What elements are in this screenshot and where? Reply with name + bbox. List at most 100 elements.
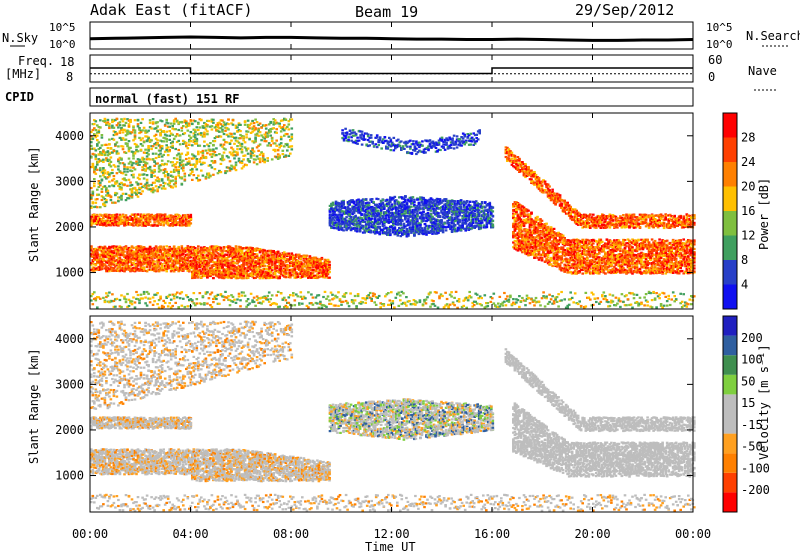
power-cell xyxy=(105,201,108,204)
power-cell xyxy=(189,140,193,143)
power-cell xyxy=(156,162,159,165)
power-cell xyxy=(123,268,126,271)
power-cell xyxy=(191,246,194,249)
power-cell xyxy=(169,170,173,173)
power-cell xyxy=(255,132,259,135)
power-cell xyxy=(96,163,99,166)
power-cell xyxy=(200,265,203,268)
power-cell xyxy=(126,255,129,258)
power-cell xyxy=(142,258,146,262)
power-cell xyxy=(182,164,185,167)
power-cell xyxy=(194,249,197,252)
power-cell xyxy=(183,266,187,269)
power-cell xyxy=(216,123,220,126)
power-cell xyxy=(192,254,196,257)
power-cell xyxy=(286,149,289,152)
power-cell xyxy=(120,261,123,264)
power-cell xyxy=(269,121,272,124)
power-cell xyxy=(159,149,162,152)
power-cell xyxy=(136,195,140,198)
power-cell xyxy=(123,163,126,166)
power-cell xyxy=(153,221,156,224)
power-cell xyxy=(270,266,274,269)
power-cell xyxy=(207,251,211,254)
power-cell xyxy=(243,154,247,157)
power-cell xyxy=(135,189,138,192)
power-cell xyxy=(141,266,144,269)
power-cell xyxy=(203,274,206,277)
power-cell xyxy=(169,266,173,269)
power-cell xyxy=(127,150,131,153)
power-cell xyxy=(254,139,257,142)
power-cell xyxy=(174,254,177,257)
power-cell xyxy=(348,214,351,217)
power-cell xyxy=(112,255,116,258)
power-cell xyxy=(112,185,116,188)
power-cell xyxy=(123,170,126,173)
freq-unit-label: [MHz] xyxy=(5,67,41,81)
power-cell xyxy=(102,167,105,170)
power-cell xyxy=(203,145,206,148)
power-cell xyxy=(345,216,348,219)
power-cell xyxy=(136,145,140,148)
power-cell xyxy=(117,248,120,251)
power-cell xyxy=(133,259,137,262)
power-cell xyxy=(148,245,152,249)
power-cell xyxy=(172,264,176,267)
power-cell xyxy=(156,249,159,252)
power-cell xyxy=(115,172,119,175)
power-cell xyxy=(91,269,95,272)
power-cell xyxy=(115,249,119,252)
power-cell xyxy=(105,247,108,250)
power-cell xyxy=(189,263,193,266)
power-cell xyxy=(99,248,102,251)
power-cell xyxy=(258,159,262,162)
power-cell xyxy=(180,245,184,248)
power-cell xyxy=(118,247,122,250)
power-cell xyxy=(151,121,155,124)
power-cell xyxy=(191,168,194,171)
power-cell xyxy=(133,269,137,272)
power-cell xyxy=(209,246,212,250)
power-cell xyxy=(129,166,132,169)
power-cell xyxy=(93,251,96,254)
power-cell xyxy=(227,259,230,262)
power-cell xyxy=(191,122,194,126)
power-cell xyxy=(96,267,99,270)
power-cell xyxy=(201,256,205,259)
power-cell xyxy=(124,138,128,141)
power-cell xyxy=(215,254,218,257)
power-cell xyxy=(127,253,131,256)
power-cell xyxy=(108,158,111,161)
power-cell xyxy=(160,263,164,266)
power-cell xyxy=(154,185,158,188)
power-cell xyxy=(151,251,155,254)
power-cell xyxy=(197,251,200,255)
power-cell xyxy=(195,158,199,161)
power-cell xyxy=(195,265,199,268)
power-cell xyxy=(111,168,114,172)
power-cell xyxy=(105,251,108,254)
power-cell xyxy=(115,213,119,216)
power-cell xyxy=(361,227,365,230)
power-cell xyxy=(159,248,162,251)
power-cell xyxy=(188,160,191,163)
power-cell xyxy=(194,252,197,256)
power-cell xyxy=(109,266,113,269)
cpid-text: normal (fast) 151 RF xyxy=(95,92,240,106)
power-cell xyxy=(195,249,199,252)
power-cell xyxy=(171,144,174,147)
power-cell xyxy=(115,262,119,265)
power-cell xyxy=(174,248,177,251)
power-cell xyxy=(165,118,168,121)
noise-ytick-bottom: 10^0 xyxy=(49,38,76,51)
power-cell xyxy=(197,150,200,153)
power-cell xyxy=(236,262,239,265)
power-cell xyxy=(219,135,223,138)
power-cell xyxy=(133,131,137,134)
power-cell xyxy=(203,265,206,268)
power-cell xyxy=(141,257,144,260)
power-cell xyxy=(210,245,214,248)
power-cell xyxy=(234,164,238,167)
power-cell xyxy=(215,154,218,157)
